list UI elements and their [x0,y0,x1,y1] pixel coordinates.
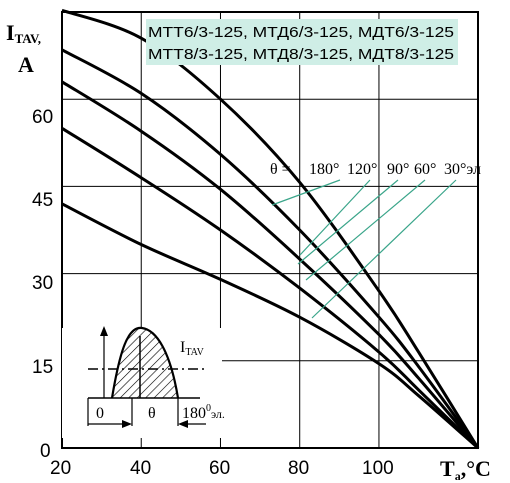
theta-label: 90° [387,161,409,178]
x-axis-label: Ta,°C [440,456,491,483]
theta-leader-line [271,179,341,206]
inset-current-label: ITAV [180,339,205,358]
curve-series [61,48,480,449]
theta-leader-line [311,179,457,319]
arrow-right-icon [122,420,132,428]
theta-leader-line [299,179,371,256]
y-tick-label: 30 [32,273,53,294]
theta-prefix: θ = [270,161,291,178]
x-tick-label: 80 [288,458,309,479]
theta-leader-line [305,179,426,281]
arrow-up-icon [100,326,108,336]
device-legend-line-1: МТТ6/3-125, МТД6/3-125, МДТ6/3-125 [148,24,454,41]
inset-zero-label: 0 [96,405,104,422]
y-tick-label: 45 [32,190,53,211]
y-tick-label: 15 [32,357,53,378]
theta-label: 180° [309,161,339,178]
y-tick-label: 60 [32,107,53,128]
x-tick-label: 20 [50,458,71,479]
x-tick-label: 40 [130,458,151,479]
theta-label: 120° [347,161,377,178]
theta-label: 60° [414,161,436,178]
curve-series [61,80,480,449]
inset-theta-label: θ [148,405,156,422]
arrow-left-icon [178,420,188,428]
device-legend-box [146,19,458,65]
half-sine-wave [110,326,180,399]
conduction-angle-inset: ITAV 0 θ 1800эл. [62,326,225,438]
y-axis-label: ITAV, [6,20,41,46]
curve-series [61,202,479,450]
theta-label: 30°эл [444,161,481,178]
curve-series [61,8,480,449]
x-tick-label: 100 [362,458,394,479]
y-tick-label: 0 [40,441,51,462]
device-legend-line-2: МТТ8/3-125, МТД8/3-125, МДТ8/3-125 [148,46,454,63]
theta-leader-lines [271,179,457,319]
inset-end-label: 1800эл. [182,403,225,422]
curves-group [61,8,480,450]
curve-series [61,127,480,450]
y-axis-unit: A [18,52,34,77]
x-tick-label: 60 [209,458,230,479]
theta-leader-line [297,179,399,265]
